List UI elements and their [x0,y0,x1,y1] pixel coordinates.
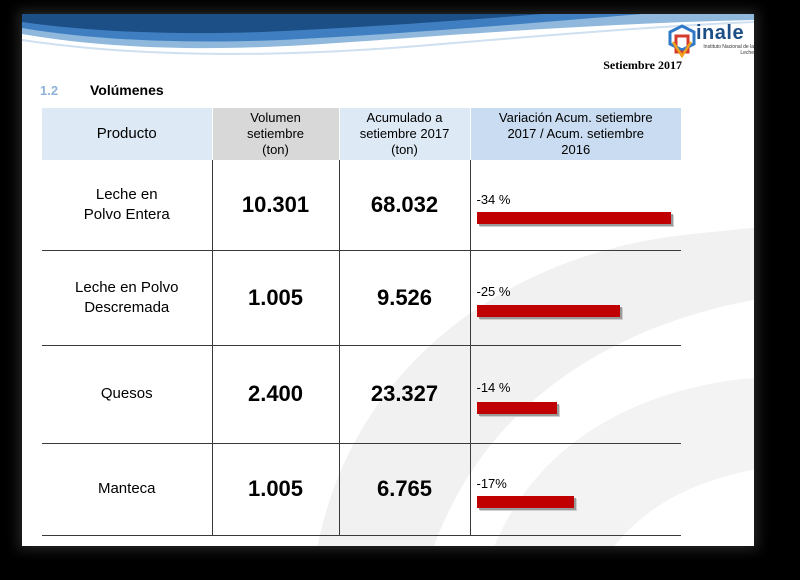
cell-volumen: 1.005 [211,250,339,346]
header-swoosh [22,14,754,56]
cell-variacion: -17% [469,443,681,536]
cell-producto: Leche en Polvo Descremada [42,250,212,346]
table-row: Leche en Polvo Descremada 1.005 9.526 -2… [42,250,681,346]
cell-producto: Leche en Polvo Entera [42,160,212,251]
variation-bar-track [476,305,620,318]
variation-label: -34 % [476,192,511,208]
cell-variacion: -25 % [469,250,681,346]
cell-acumulado: 23.327 [338,345,470,444]
variation-bar [476,496,574,509]
header-volumen: Volumen setiembre (ton) [211,108,339,160]
cell-acumulado: 6.765 [338,443,470,536]
variation-label: -25 % [476,284,511,300]
cell-volumen: 1.005 [211,443,339,536]
logo-subtitle: Instituto Nacional de la Leche [703,44,754,56]
cell-producto: Manteca [42,443,212,536]
report-slide: inale Instituto Nacional de la Leche Set… [22,14,754,546]
volumes-table: Producto Volumen setiembre (ton) Acumula… [42,108,681,536]
variation-bar-track [476,401,557,414]
table-row: Manteca 1.005 6.765 -17% [42,443,681,536]
cell-volumen: 2.400 [211,345,339,444]
cell-acumulado: 9.526 [338,250,470,346]
header-producto: Producto [42,108,212,160]
variation-bar-track [476,211,671,224]
cell-variacion: -14 % [469,345,681,444]
header-variacion: Variación Acum. setiembre 2017 / Acum. s… [469,108,681,160]
variation-label: -17% [476,476,507,492]
section-title: Volúmenes [90,82,164,98]
variation-bar [476,401,557,414]
section-number: 1.2 [40,83,59,98]
cell-acumulado: 68.032 [338,160,470,251]
variation-bar [476,305,620,318]
inale-logo: inale Instituto Nacional de la Leche [668,18,754,66]
variation-bar-track [476,496,574,509]
variation-bar [476,211,671,224]
report-date: Setiembre 2017 [603,58,682,72]
logo-wordmark: inale [696,22,745,44]
logo-mark-icon [668,24,696,58]
cell-variacion: -34 % [469,160,681,251]
table-row: Quesos 2.400 23.327 -14 % [42,345,681,444]
table-row: Leche en Polvo Entera 10.301 68.032 -34 … [42,160,681,251]
header-acumulado: Acumulado a setiembre 2017 (ton) [338,108,470,160]
cell-producto: Quesos [42,345,212,444]
table-header-row: Producto Volumen setiembre (ton) Acumula… [42,108,681,160]
cell-volumen: 10.301 [211,160,339,251]
variation-label: -14 % [476,380,511,396]
